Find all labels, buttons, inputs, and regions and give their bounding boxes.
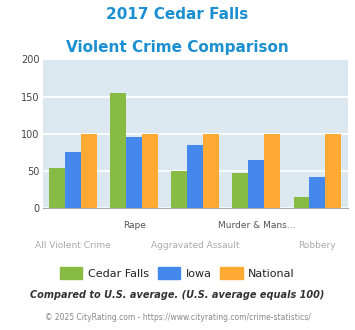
Bar bbox=[49, 168, 65, 208]
Bar bbox=[142, 134, 158, 208]
Text: Aggravated Assault: Aggravated Assault bbox=[151, 241, 240, 250]
Text: Violent Crime Comparison: Violent Crime Comparison bbox=[66, 40, 289, 54]
Text: 2017 Cedar Falls: 2017 Cedar Falls bbox=[106, 7, 248, 21]
Bar bbox=[81, 134, 97, 208]
Bar bbox=[310, 178, 325, 208]
Bar bbox=[126, 137, 142, 208]
Text: Robbery: Robbery bbox=[299, 241, 336, 250]
Text: Murder & Mans...: Murder & Mans... bbox=[218, 221, 295, 230]
Bar bbox=[264, 134, 280, 208]
Bar bbox=[110, 93, 126, 208]
Bar bbox=[233, 173, 248, 208]
Text: All Violent Crime: All Violent Crime bbox=[35, 241, 111, 250]
Bar bbox=[325, 134, 341, 208]
Text: Compared to U.S. average. (U.S. average equals 100): Compared to U.S. average. (U.S. average … bbox=[30, 290, 325, 300]
Bar bbox=[203, 134, 219, 208]
Legend: Cedar Falls, Iowa, National: Cedar Falls, Iowa, National bbox=[56, 263, 299, 283]
Bar bbox=[294, 197, 310, 208]
Bar bbox=[187, 145, 203, 208]
Bar bbox=[248, 160, 264, 208]
Text: Rape: Rape bbox=[123, 221, 146, 230]
Bar bbox=[171, 171, 187, 208]
Text: © 2025 CityRating.com - https://www.cityrating.com/crime-statistics/: © 2025 CityRating.com - https://www.city… bbox=[45, 314, 310, 322]
Bar bbox=[65, 152, 81, 208]
